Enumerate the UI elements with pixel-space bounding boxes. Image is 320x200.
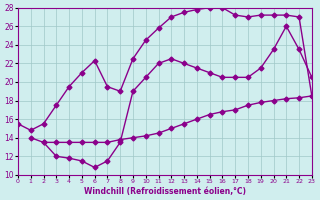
X-axis label: Windchill (Refroidissement éolien,°C): Windchill (Refroidissement éolien,°C) <box>84 187 246 196</box>
